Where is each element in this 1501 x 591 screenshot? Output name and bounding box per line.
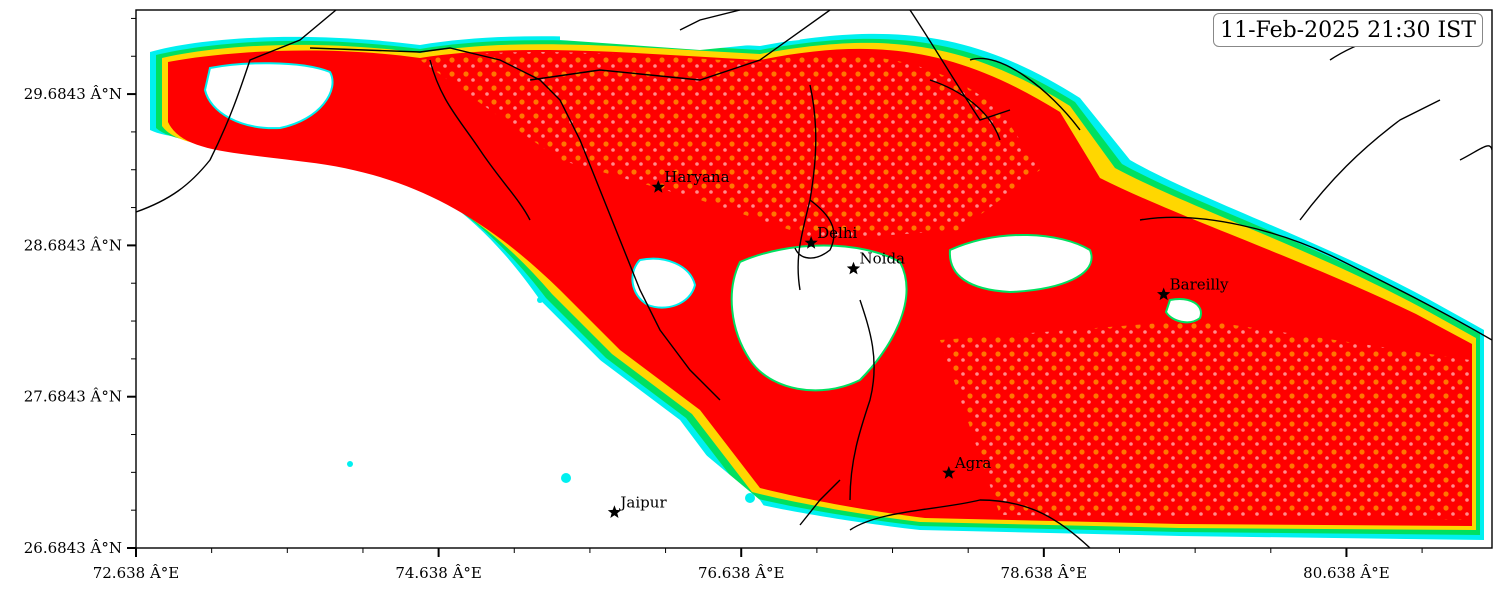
x-tick-label: 80.638 Â°E <box>1303 564 1390 582</box>
y-tick-label: 26.6843 Â°N <box>24 539 122 557</box>
y-tick-label: 28.6843 Â°N <box>24 236 122 254</box>
city-label: Delhi <box>817 224 857 242</box>
city-label: Agra <box>954 454 992 472</box>
y-axis: 29.6843 Â°N 28.6843 Â°N 27.6843 Â°N 26.6843… <box>24 17 136 557</box>
admin-boundaries <box>136 10 1492 548</box>
fog-speckle-west <box>347 297 755 503</box>
fog-layer <box>136 10 1492 548</box>
city-label: Noida <box>859 250 905 268</box>
clear-areas <box>136 10 1202 548</box>
x-tick-label: 78.638 Â°E <box>1001 564 1088 582</box>
city-label: Haryana <box>664 168 729 186</box>
city-label: Bareilly <box>1170 275 1229 293</box>
y-tick-label: 29.6843 Â°N <box>24 85 122 103</box>
fog-speckle <box>420 52 1470 520</box>
city-label: Jaipur <box>618 493 667 511</box>
timestamp-label: 11-Feb-2025 21:30 IST <box>1213 13 1483 47</box>
x-tick-label: 76.638 Â°E <box>698 564 785 582</box>
city-star-marker <box>1157 287 1171 301</box>
x-tick-label: 74.638 Â°E <box>395 564 482 582</box>
city-star-marker <box>651 180 665 193</box>
city-star-marker <box>607 505 622 518</box>
plot-frame <box>135 9 1493 549</box>
x-axis: 72.638 Â°E 74.638 Â°E 76.638 Â°E 78.638 Â°E… <box>93 548 1423 582</box>
city-star-marker <box>942 466 956 479</box>
city-star-marker <box>804 236 818 249</box>
city-star-marker <box>846 261 861 275</box>
x-tick-label: 72.638 Â°E <box>93 564 180 582</box>
y-tick-label: 27.6843 Â°N <box>24 388 122 406</box>
